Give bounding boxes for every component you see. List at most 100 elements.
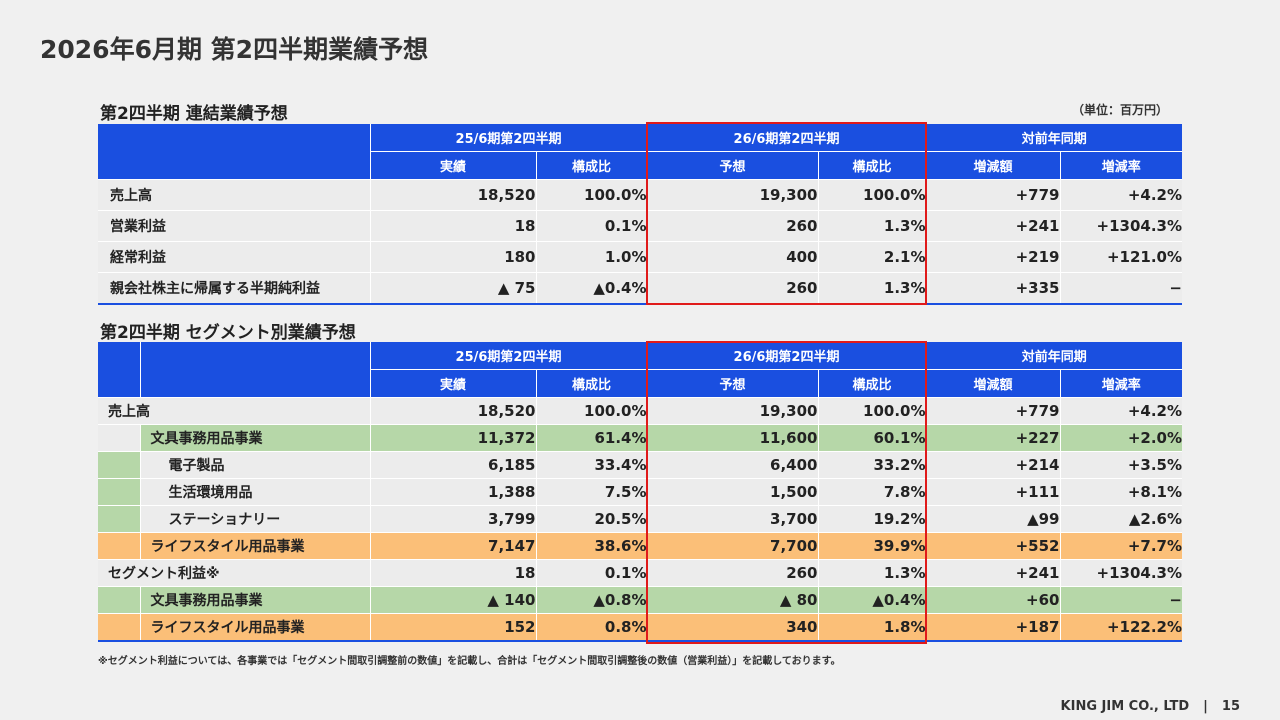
cell-diff: +111: [925, 478, 1060, 506]
footnote: ※セグメント利益については、各事業では「セグメント間取引調整前の数値」を記載し、…: [98, 656, 841, 667]
header-actual: 実績: [369, 369, 536, 398]
cell-prev: 18,520: [369, 179, 536, 211]
table-subheader-row: 実績 構成比 予想 構成比 増減額 増減率: [98, 151, 1182, 180]
header-change-amount: 増減額: [925, 151, 1060, 180]
cell-curr: 7,700: [646, 532, 818, 560]
cell-curr: 1,500: [646, 478, 818, 506]
header-yoy: 対前年同期: [925, 124, 1182, 152]
table-row: 電子製品 6,185 33.4% 6,400 33.2% +214 +3.5%: [98, 451, 1182, 479]
row-label: 売上高: [98, 179, 370, 211]
cell-rate: +8.1%: [1059, 478, 1182, 506]
cell-rate: +122.2%: [1059, 613, 1182, 642]
cell-curr-ratio: 60.1%: [817, 424, 926, 452]
cell-prev-ratio: 0.1%: [535, 210, 647, 242]
footer-separator: |: [1203, 699, 1208, 714]
cell-diff: +241: [925, 210, 1060, 242]
table-row: 文具事務用品事業 ▲ 140 ▲0.8% ▲ 80 ▲0.4% +60 −: [98, 586, 1182, 614]
indent-cell: [98, 586, 140, 614]
cell-prev-ratio: ▲0.4%: [535, 272, 647, 305]
cell-prev-ratio: 61.4%: [535, 424, 647, 452]
row-label: ライフスタイル用品事業: [139, 613, 370, 642]
cell-curr-ratio: 1.3%: [817, 210, 926, 242]
header-forecast: 予想: [646, 151, 818, 180]
cell-prev: 7,147: [369, 532, 536, 560]
indent-cell: [98, 505, 140, 533]
cell-diff: +187: [925, 613, 1060, 642]
cell-rate: +121.0%: [1059, 241, 1182, 273]
cell-prev: 6,185: [369, 451, 536, 479]
cell-prev-ratio: 38.6%: [535, 532, 647, 560]
cell-curr-ratio: 1.8%: [817, 613, 926, 642]
cell-rate: +4.2%: [1059, 397, 1182, 425]
footer: KING JIM CO., LTD | 15: [1061, 699, 1240, 714]
header-ratio: 構成比: [535, 369, 647, 398]
cell-prev: 18,520: [369, 397, 536, 425]
table-row: 生活環境用品 1,388 7.5% 1,500 7.8% +111 +8.1%: [98, 478, 1182, 506]
cell-diff: +214: [925, 451, 1060, 479]
table-row: 経常利益 180 1.0% 400 2.1% +219 +121.0%: [98, 241, 1182, 273]
row-label: 文具事務用品事業: [139, 586, 370, 614]
cell-diff: +241: [925, 559, 1060, 587]
cell-prev: ▲ 140: [369, 586, 536, 614]
table-row: 営業利益 18 0.1% 260 1.3% +241 +1304.3%: [98, 210, 1182, 242]
cell-prev: 180: [369, 241, 536, 273]
table-row: 親会社株主に帰属する半期純利益 ▲ 75 ▲0.4% 260 1.3% +335…: [98, 272, 1182, 305]
header-ratio: 構成比: [817, 369, 926, 398]
cell-diff: ▲99: [925, 505, 1060, 533]
cell-curr-ratio: 33.2%: [817, 451, 926, 479]
header-period-prev: 25/6期第2四半期: [369, 342, 647, 370]
row-label: 経常利益: [98, 241, 370, 273]
table-row: ステーショナリー 3,799 20.5% 3,700 19.2% ▲99 ▲2.…: [98, 505, 1182, 533]
cell-prev: 1,388: [369, 478, 536, 506]
cell-prev-ratio: ▲0.8%: [535, 586, 647, 614]
cell-rate: +2.0%: [1059, 424, 1182, 452]
table-header-row: 25/6期第2四半期 26/6期第2四半期 対前年同期: [98, 342, 1182, 398]
row-label: 営業利益: [98, 210, 370, 242]
cell-prev: 18: [369, 210, 536, 242]
page-number: 15: [1221, 699, 1240, 714]
header-change-amount: 増減額: [925, 369, 1060, 398]
indent-cell: [98, 613, 140, 642]
table-row: 売上高 18,520 100.0% 19,300 100.0% +779 +4.…: [98, 397, 1182, 425]
indent-cell: [98, 532, 140, 560]
cell-curr: 6,400: [646, 451, 818, 479]
indent-cell: [98, 451, 140, 479]
cell-prev-ratio: 7.5%: [535, 478, 647, 506]
cell-curr: 11,600: [646, 424, 818, 452]
row-label: 電子製品: [139, 451, 370, 479]
cell-rate: +1304.3%: [1059, 210, 1182, 242]
cell-rate: +1304.3%: [1059, 559, 1182, 587]
cell-curr-ratio: ▲0.4%: [817, 586, 926, 614]
cell-diff: +60: [925, 586, 1060, 614]
cell-curr-ratio: 1.3%: [817, 272, 926, 305]
header-actual: 実績: [369, 151, 536, 180]
cell-prev-ratio: 1.0%: [535, 241, 647, 273]
cell-prev-ratio: 33.4%: [535, 451, 647, 479]
cell-curr-ratio: 2.1%: [817, 241, 926, 273]
header-period-prev: 25/6期第2四半期: [369, 124, 647, 152]
cell-prev-ratio: 0.8%: [535, 613, 647, 642]
cell-prev-ratio: 20.5%: [535, 505, 647, 533]
row-label: セグメント利益※: [98, 559, 370, 587]
cell-rate: +3.5%: [1059, 451, 1182, 479]
cell-curr-ratio: 1.3%: [817, 559, 926, 587]
cell-curr: 19,300: [646, 179, 818, 211]
cell-curr: 3,700: [646, 505, 818, 533]
cell-prev: 18: [369, 559, 536, 587]
header-blank: [139, 342, 370, 398]
table-row: ライフスタイル用品事業 7,147 38.6% 7,700 39.9% +552…: [98, 532, 1182, 560]
cell-curr-ratio: 19.2%: [817, 505, 926, 533]
header-forecast: 予想: [646, 369, 818, 398]
cell-prev-ratio: 0.1%: [535, 559, 647, 587]
header-ratio: 構成比: [817, 151, 926, 180]
header-period-curr: 26/6期第2四半期: [646, 124, 926, 152]
cell-curr: 260: [646, 210, 818, 242]
company-name: KING JIM CO., LTD: [1060, 699, 1190, 714]
cell-curr-ratio: 39.9%: [817, 532, 926, 560]
segment-section-title: 第2四半期 セグメント別業績予想: [100, 323, 356, 343]
row-label: 生活環境用品: [139, 478, 370, 506]
row-label: 文具事務用品事業: [139, 424, 370, 452]
row-label: ステーショナリー: [139, 505, 370, 533]
cell-curr: 260: [646, 272, 818, 305]
cell-prev: 11,372: [369, 424, 536, 452]
